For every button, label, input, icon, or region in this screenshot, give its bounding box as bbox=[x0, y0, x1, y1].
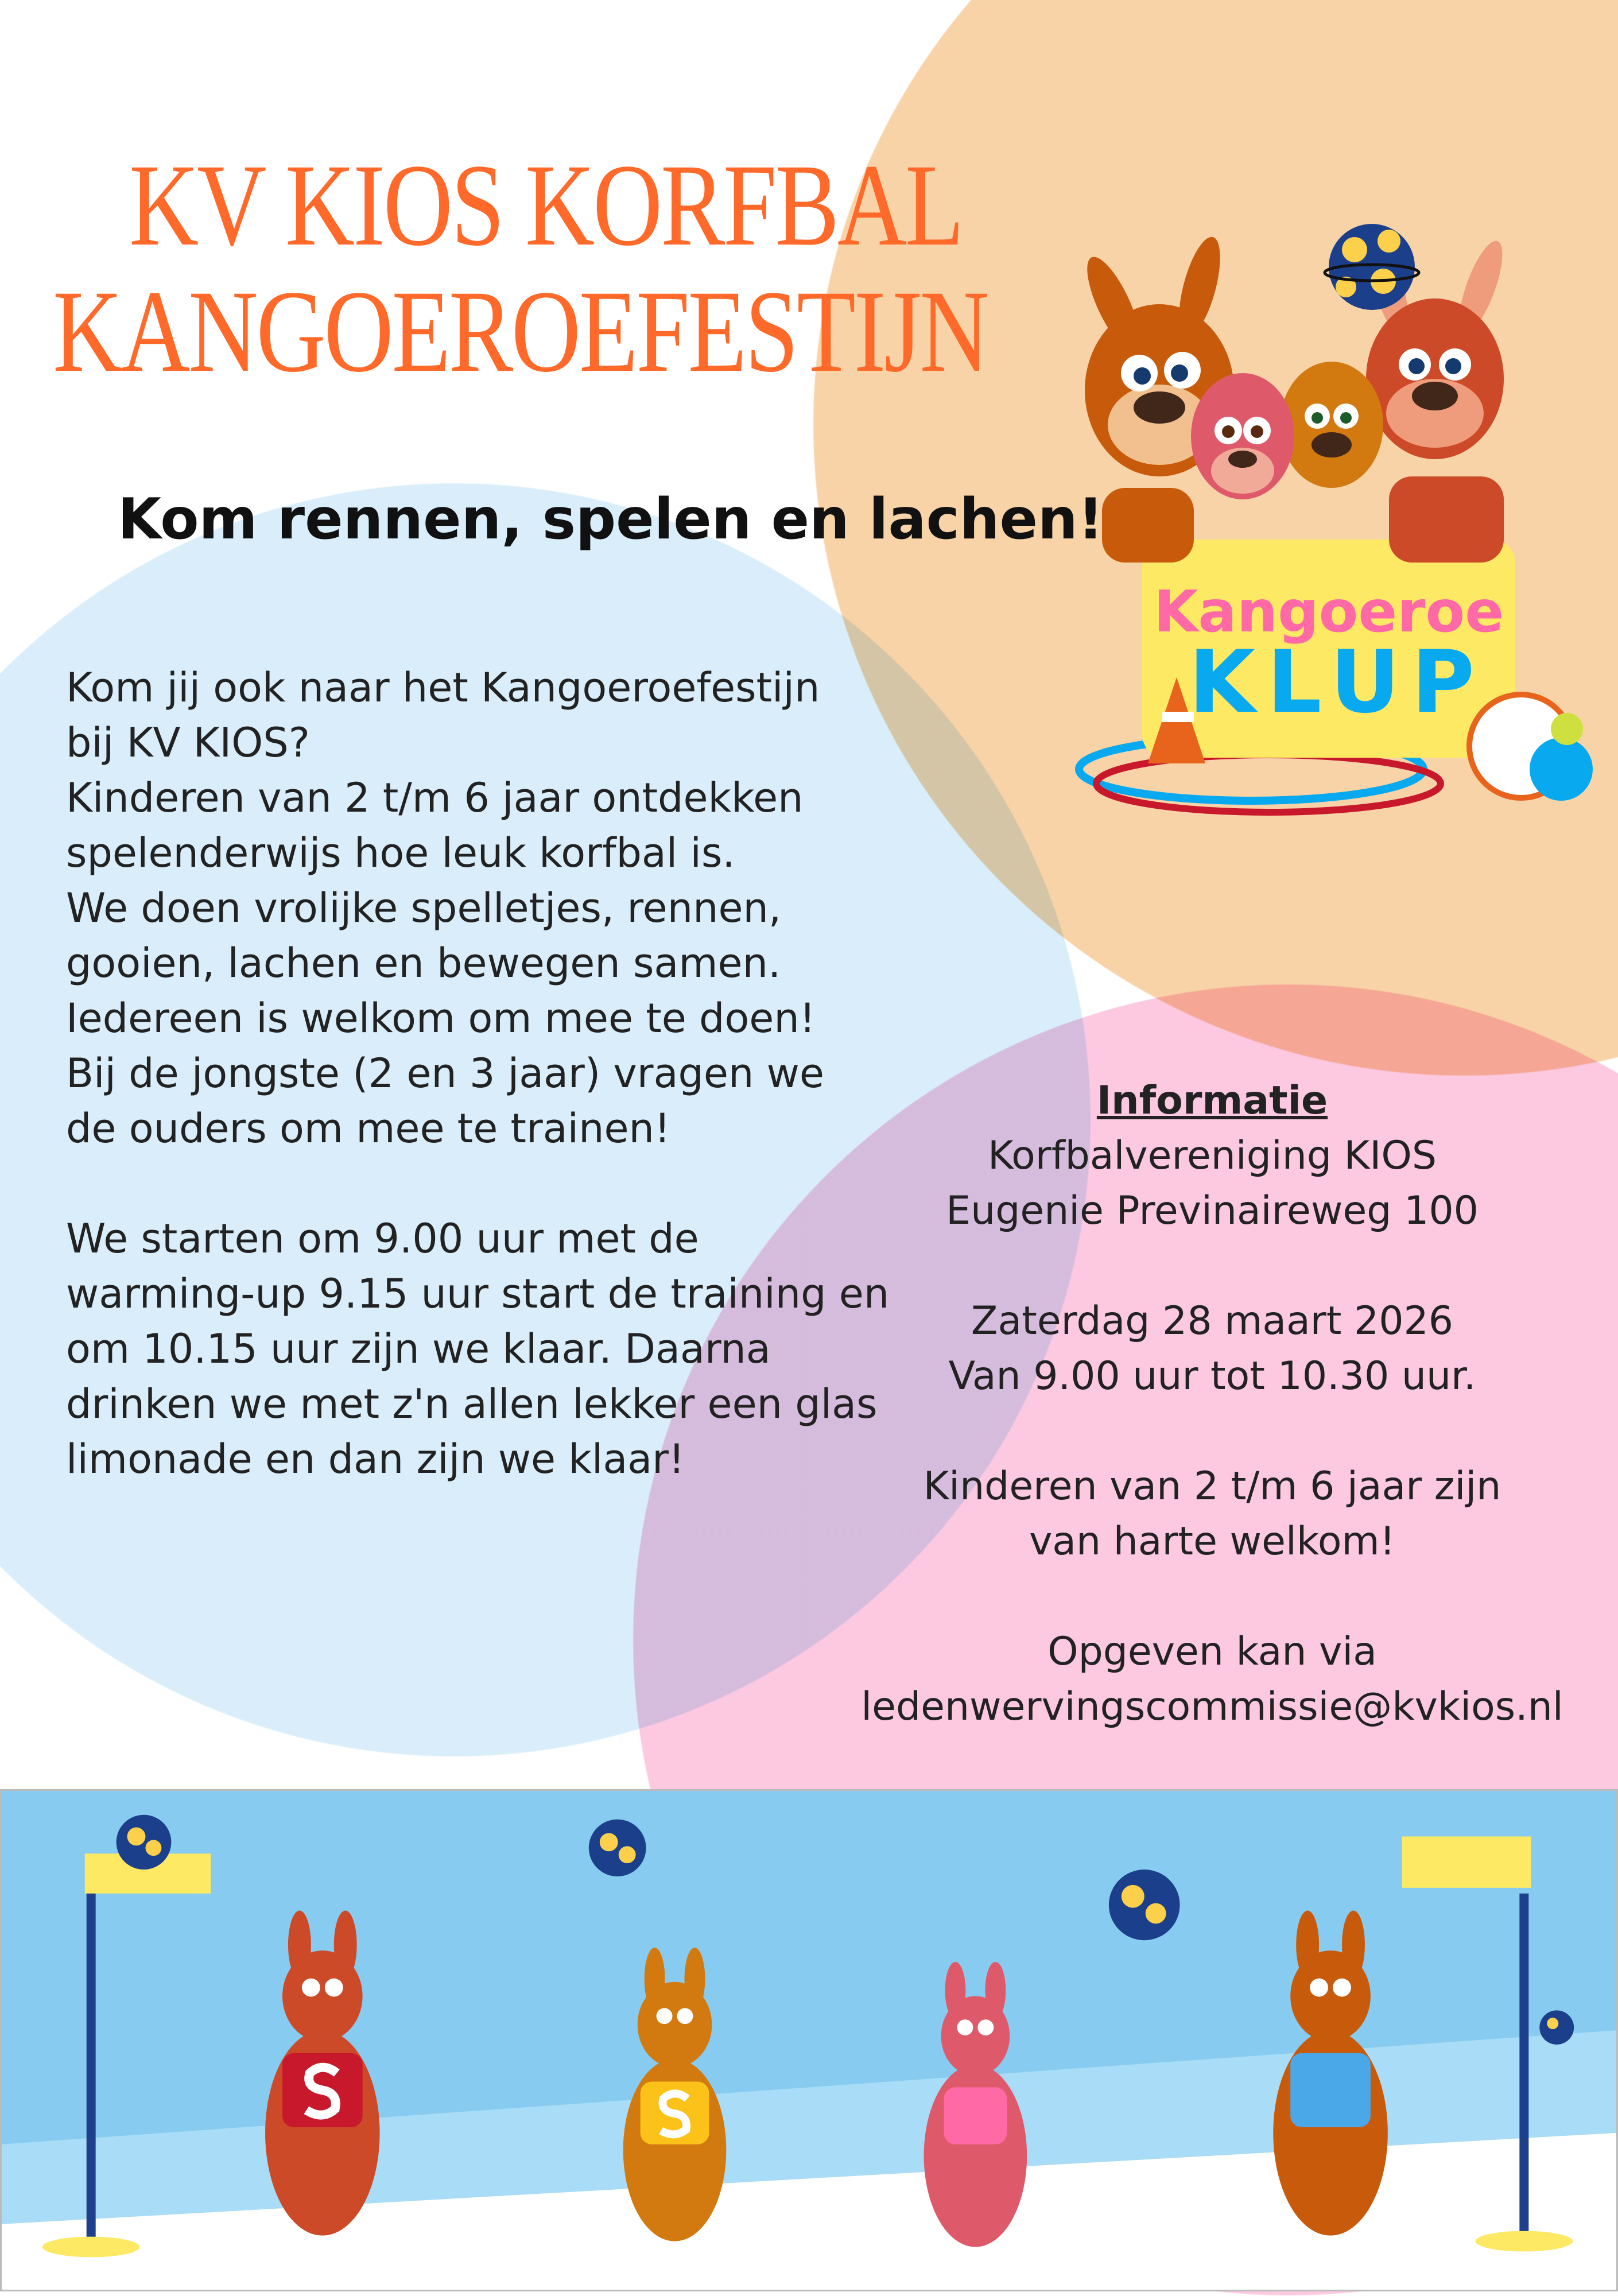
body-line: limonade en dan zijn we klaar! bbox=[66, 1436, 685, 1483]
title-line-2: KANGOEROEFESTIJN bbox=[53, 266, 990, 397]
body-line: bij KV KIOS? bbox=[66, 719, 310, 766]
body-line: Kinderen van 2 t/m 6 jaar ontdekken bbox=[66, 774, 804, 821]
info-address: Eugenie Previnaireweg 100 bbox=[946, 1188, 1479, 1234]
kangaroo-pink-icon bbox=[924, 1961, 1027, 2247]
blue-ball-icon bbox=[1530, 738, 1593, 801]
korfball-scene-banner bbox=[0, 1789, 1618, 2291]
korfball-icon bbox=[1108, 1870, 1180, 1941]
body-line: spelenderwijs hoe leuk korfbal is. bbox=[66, 829, 735, 876]
body-line: drinken we met z'n allen lekker een glas bbox=[66, 1380, 878, 1428]
korfball-icon bbox=[588, 1819, 646, 1876]
body-line: We starten om 9.00 uur met de bbox=[66, 1215, 699, 1262]
info-time: Van 9.00 uur tot 10.30 uur. bbox=[948, 1353, 1476, 1399]
kangaroo-red-icon bbox=[265, 1910, 380, 2236]
kangaroo-blue-icon bbox=[1273, 1910, 1388, 2236]
info-email[interactable]: ledenwervingscommissie@kvkios.nl bbox=[861, 1684, 1563, 1729]
korfball-icon bbox=[1539, 2010, 1574, 2045]
korf-post-right bbox=[1402, 1836, 1573, 2252]
body-line: Bij de jongste (2 en 3 jaar) vragen we bbox=[66, 1050, 824, 1097]
info-date: Zaterdag 28 maart 2026 bbox=[971, 1298, 1454, 1344]
body-line: gooien, lachen en bewegen samen. bbox=[66, 940, 781, 987]
body-line: warming-up 9.15 uur start de training en bbox=[66, 1270, 890, 1317]
info-audience: Kinderen van 2 t/m 6 jaar zijn bbox=[923, 1464, 1501, 1509]
title-line-1: KV KIOS KORFBAL bbox=[129, 140, 964, 270]
kangaroo-icon bbox=[1280, 362, 1383, 488]
body-line: om 10.15 uur zijn we klaar. Daarna bbox=[66, 1325, 771, 1372]
korfball-icon bbox=[1323, 224, 1421, 310]
body-line: Kom jij ook naar het Kangoeroefestijn bbox=[66, 664, 820, 711]
info-signup: Opgeven kan via bbox=[1047, 1629, 1377, 1674]
kangoeroe-klup-logo: Kangoeroe KLUP bbox=[1075, 224, 1593, 816]
info-heading: Informatie bbox=[1096, 1078, 1328, 1123]
info-block: Informatie Korfbalvereniging KIOS Eugeni… bbox=[822, 1073, 1603, 1735]
body-line: We doen vrolijke spelletjes, rennen, bbox=[66, 885, 782, 932]
info-audience: van harte welkom! bbox=[1029, 1519, 1395, 1564]
logo-word-kangoeroe: Kangoeroe bbox=[1154, 578, 1504, 645]
kangaroo-icon bbox=[1191, 373, 1294, 499]
body-text: Kom jij ook naar het Kangoeroefestijn bi… bbox=[66, 660, 889, 1487]
body-line: de ouders om mee te trainen! bbox=[66, 1105, 670, 1152]
korfball-icon bbox=[116, 1814, 172, 1870]
logo-word-klup: KLUP bbox=[1189, 633, 1486, 732]
info-club: Korfbalvereniging KIOS bbox=[987, 1133, 1437, 1178]
subtitle: Kom rennen, spelen en lachen! bbox=[118, 487, 1104, 552]
tennis-ball-icon bbox=[1551, 713, 1583, 745]
kangaroo-orange-icon bbox=[623, 1948, 727, 2241]
body-line: Iedereen is welkom om mee te doen! bbox=[66, 995, 816, 1042]
